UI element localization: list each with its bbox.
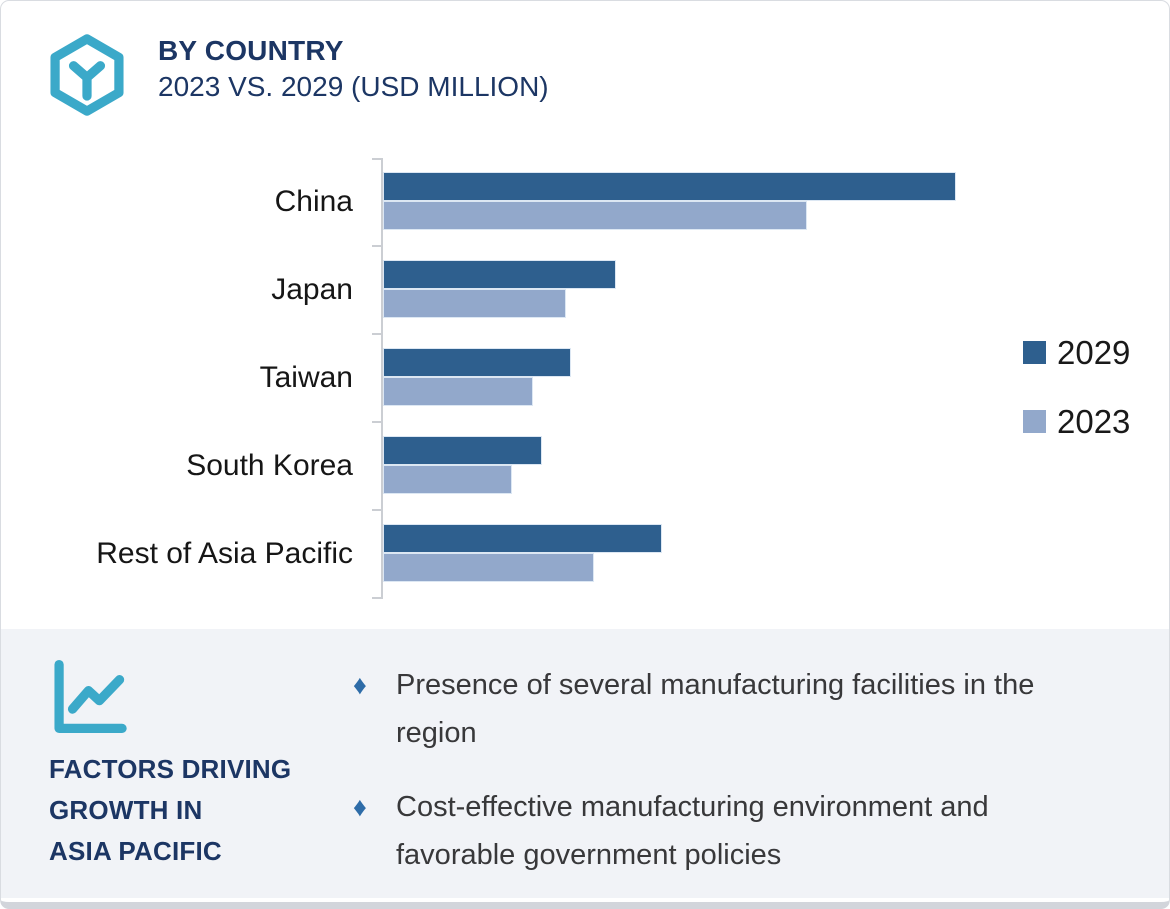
header: BY COUNTRY 2023 VS. 2029 (USD MILLION) [158,35,549,103]
factors-bullet-list: ♦ Presence of several manufacturing faci… [353,661,1123,879]
bar-2029-taiwan [383,348,571,377]
factors-heading-line: GROWTH IN [49,795,203,825]
bar-chart: China Japan Taiwan South Korea Rest of Asia … [1,158,1169,599]
chart-subtitle: 2023 VS. 2029 (USD MILLION) [158,71,549,102]
axis-tick [372,245,381,247]
factors-heading-line: FACTORS DRIVING [49,754,292,784]
bar-2023-taiwan [383,377,533,406]
bar-2029-rest-of-asia-pacific [383,524,662,553]
category-label: China [274,185,353,218]
chart-rows: China Japan Taiwan South Korea Rest of Asia … [1,158,1169,598]
factors-heading: FACTORS DRIVING GROWTH IN ASIA PACIFIC [49,749,291,872]
chart-row: Rest of Asia Pacific [1,510,1169,598]
legend-label: 2029 [1057,334,1131,371]
factors-panel: FACTORS DRIVING GROWTH IN ASIA PACIFIC ♦… [1,629,1169,898]
bar-2029-south-korea [383,436,542,465]
category-label: South Korea [186,449,353,482]
bar-2029-japan [383,260,616,289]
legend-label: 2023 [1057,403,1131,440]
category-label: Rest of Asia Pacific [96,537,353,570]
bullet-item: ♦ Presence of several manufacturing faci… [353,661,1123,757]
chart-row: China [1,158,1169,246]
axis-tick [372,597,381,599]
axis-tick [372,509,381,511]
bar-2023-south-korea [383,465,512,494]
axis-tick [372,158,381,160]
category-label: Japan [271,273,353,306]
chart-row: South Korea [1,422,1169,510]
line-chart-icon [54,659,127,734]
axis-tick [372,333,381,335]
diamond-bullet-icon: ♦ [353,792,367,822]
legend-swatch-2029 [1023,341,1046,364]
bar-2023-china [383,201,807,230]
bullet-item: ♦ Cost-effective manufacturing environme… [353,783,1123,879]
chart-row: Taiwan [1,334,1169,422]
bar-2023-rest-of-asia-pacific [383,553,594,582]
category-label: Taiwan [259,361,353,394]
bar-2023-japan [383,289,566,318]
bar-2029-china [383,172,956,201]
axis-tick [372,421,381,423]
diamond-bullet-icon: ♦ [353,670,367,700]
bullet-text: Cost-effective manufacturing environment… [396,791,989,871]
chart-title: BY COUNTRY [158,35,344,66]
bullet-text: Presence of several manufacturing facili… [396,669,1035,749]
legend-item-2023: 2023 [1023,405,1130,438]
factors-heading-line: ASIA PACIFIC [49,836,222,866]
legend-swatch-2023 [1023,410,1046,433]
legend-item-2029: 2029 [1023,336,1130,369]
legend: 2029 2023 [1023,336,1130,438]
chart-row: Japan [1,246,1169,334]
hexagon-y-logo-icon [50,34,124,116]
y-axis-line [381,158,383,599]
